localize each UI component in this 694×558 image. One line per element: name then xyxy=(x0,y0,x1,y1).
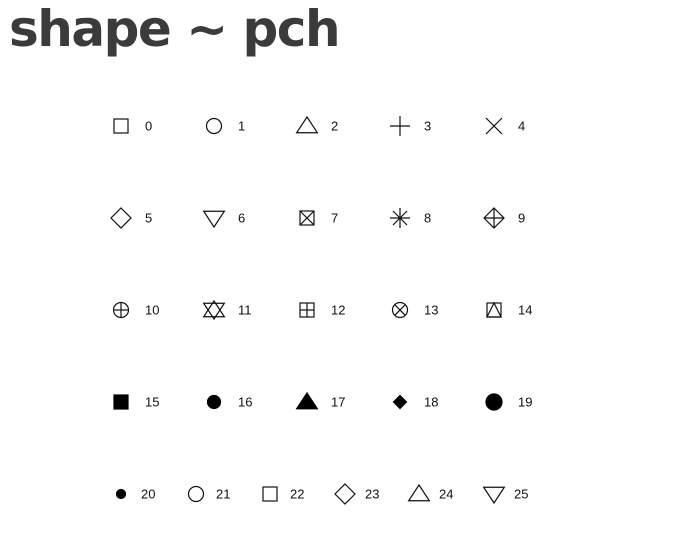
pch-12-square-plus-icon xyxy=(299,302,315,318)
pch-0-label: 0 xyxy=(145,119,152,134)
pch-0-square-open-icon xyxy=(113,118,129,134)
pch-11-label: 11 xyxy=(238,303,252,318)
pch-23-diamond-open-icon xyxy=(334,483,356,505)
pch-7-square-cross-icon xyxy=(299,210,315,226)
pch-21-label: 21 xyxy=(216,487,230,502)
pch-24-label: 24 xyxy=(439,487,453,502)
pch-25-label: 25 xyxy=(514,487,528,502)
pch-13-label: 13 xyxy=(424,303,438,318)
pch-7-label: 7 xyxy=(331,211,338,226)
pch-5-label: 5 xyxy=(145,211,152,226)
pch-5-diamond-open-icon xyxy=(110,207,132,229)
pch-16-label: 16 xyxy=(238,395,252,410)
page-title: shape ~ pch xyxy=(9,0,341,58)
pch-24-triangle-up-open-icon xyxy=(407,483,431,502)
pch-1-circle-open-icon xyxy=(205,117,223,135)
pch-6-label: 6 xyxy=(238,211,245,226)
pch-3-label: 3 xyxy=(424,119,431,134)
pch-19-circle-filled-large-icon xyxy=(485,393,503,411)
pch-18-label: 18 xyxy=(424,395,438,410)
pch-8-label: 8 xyxy=(424,211,431,226)
pch-18-diamond-filled-small-icon xyxy=(392,394,408,410)
pch-20-dot-small-icon xyxy=(115,488,127,500)
pch-3-plus-icon xyxy=(390,116,410,136)
pch-22-square-open-icon xyxy=(262,486,278,502)
pch-1-label: 1 xyxy=(238,119,245,134)
pch-19-label: 19 xyxy=(518,395,532,410)
pch-15-label: 15 xyxy=(145,395,159,410)
pch-12-label: 12 xyxy=(331,303,345,318)
pch-10-label: 10 xyxy=(145,303,159,318)
pch-6-triangle-down-open-icon xyxy=(202,210,226,229)
pch-25-triangle-down-open-icon xyxy=(482,486,506,505)
pch-8-asterisk-icon xyxy=(390,208,410,228)
pch-9-label: 9 xyxy=(518,211,525,226)
pch-9-diamond-plus-icon xyxy=(483,207,505,229)
pch-15-square-filled-icon xyxy=(113,394,129,410)
pch-23-label: 23 xyxy=(365,487,379,502)
pch-17-triangle-up-filled-icon xyxy=(295,391,319,410)
pch-11-star-of-david-icon xyxy=(202,299,226,321)
pch-2-triangle-up-open-icon xyxy=(295,115,319,134)
pch-20-label: 20 xyxy=(141,487,155,502)
pch-17-label: 17 xyxy=(331,395,345,410)
pch-16-circle-filled-icon xyxy=(206,394,222,410)
pch-14-label: 14 xyxy=(518,303,532,318)
pch-14-square-triangle-icon xyxy=(486,301,502,318)
pch-2-label: 2 xyxy=(331,119,338,134)
pch-10-circle-plus-icon xyxy=(112,301,130,319)
pch-4-cross-icon xyxy=(485,117,503,135)
pch-13-circle-cross-icon xyxy=(391,301,409,319)
pch-4-label: 4 xyxy=(518,119,525,134)
pch-22-label: 22 xyxy=(290,487,304,502)
pch-21-circle-open-icon xyxy=(187,485,205,503)
